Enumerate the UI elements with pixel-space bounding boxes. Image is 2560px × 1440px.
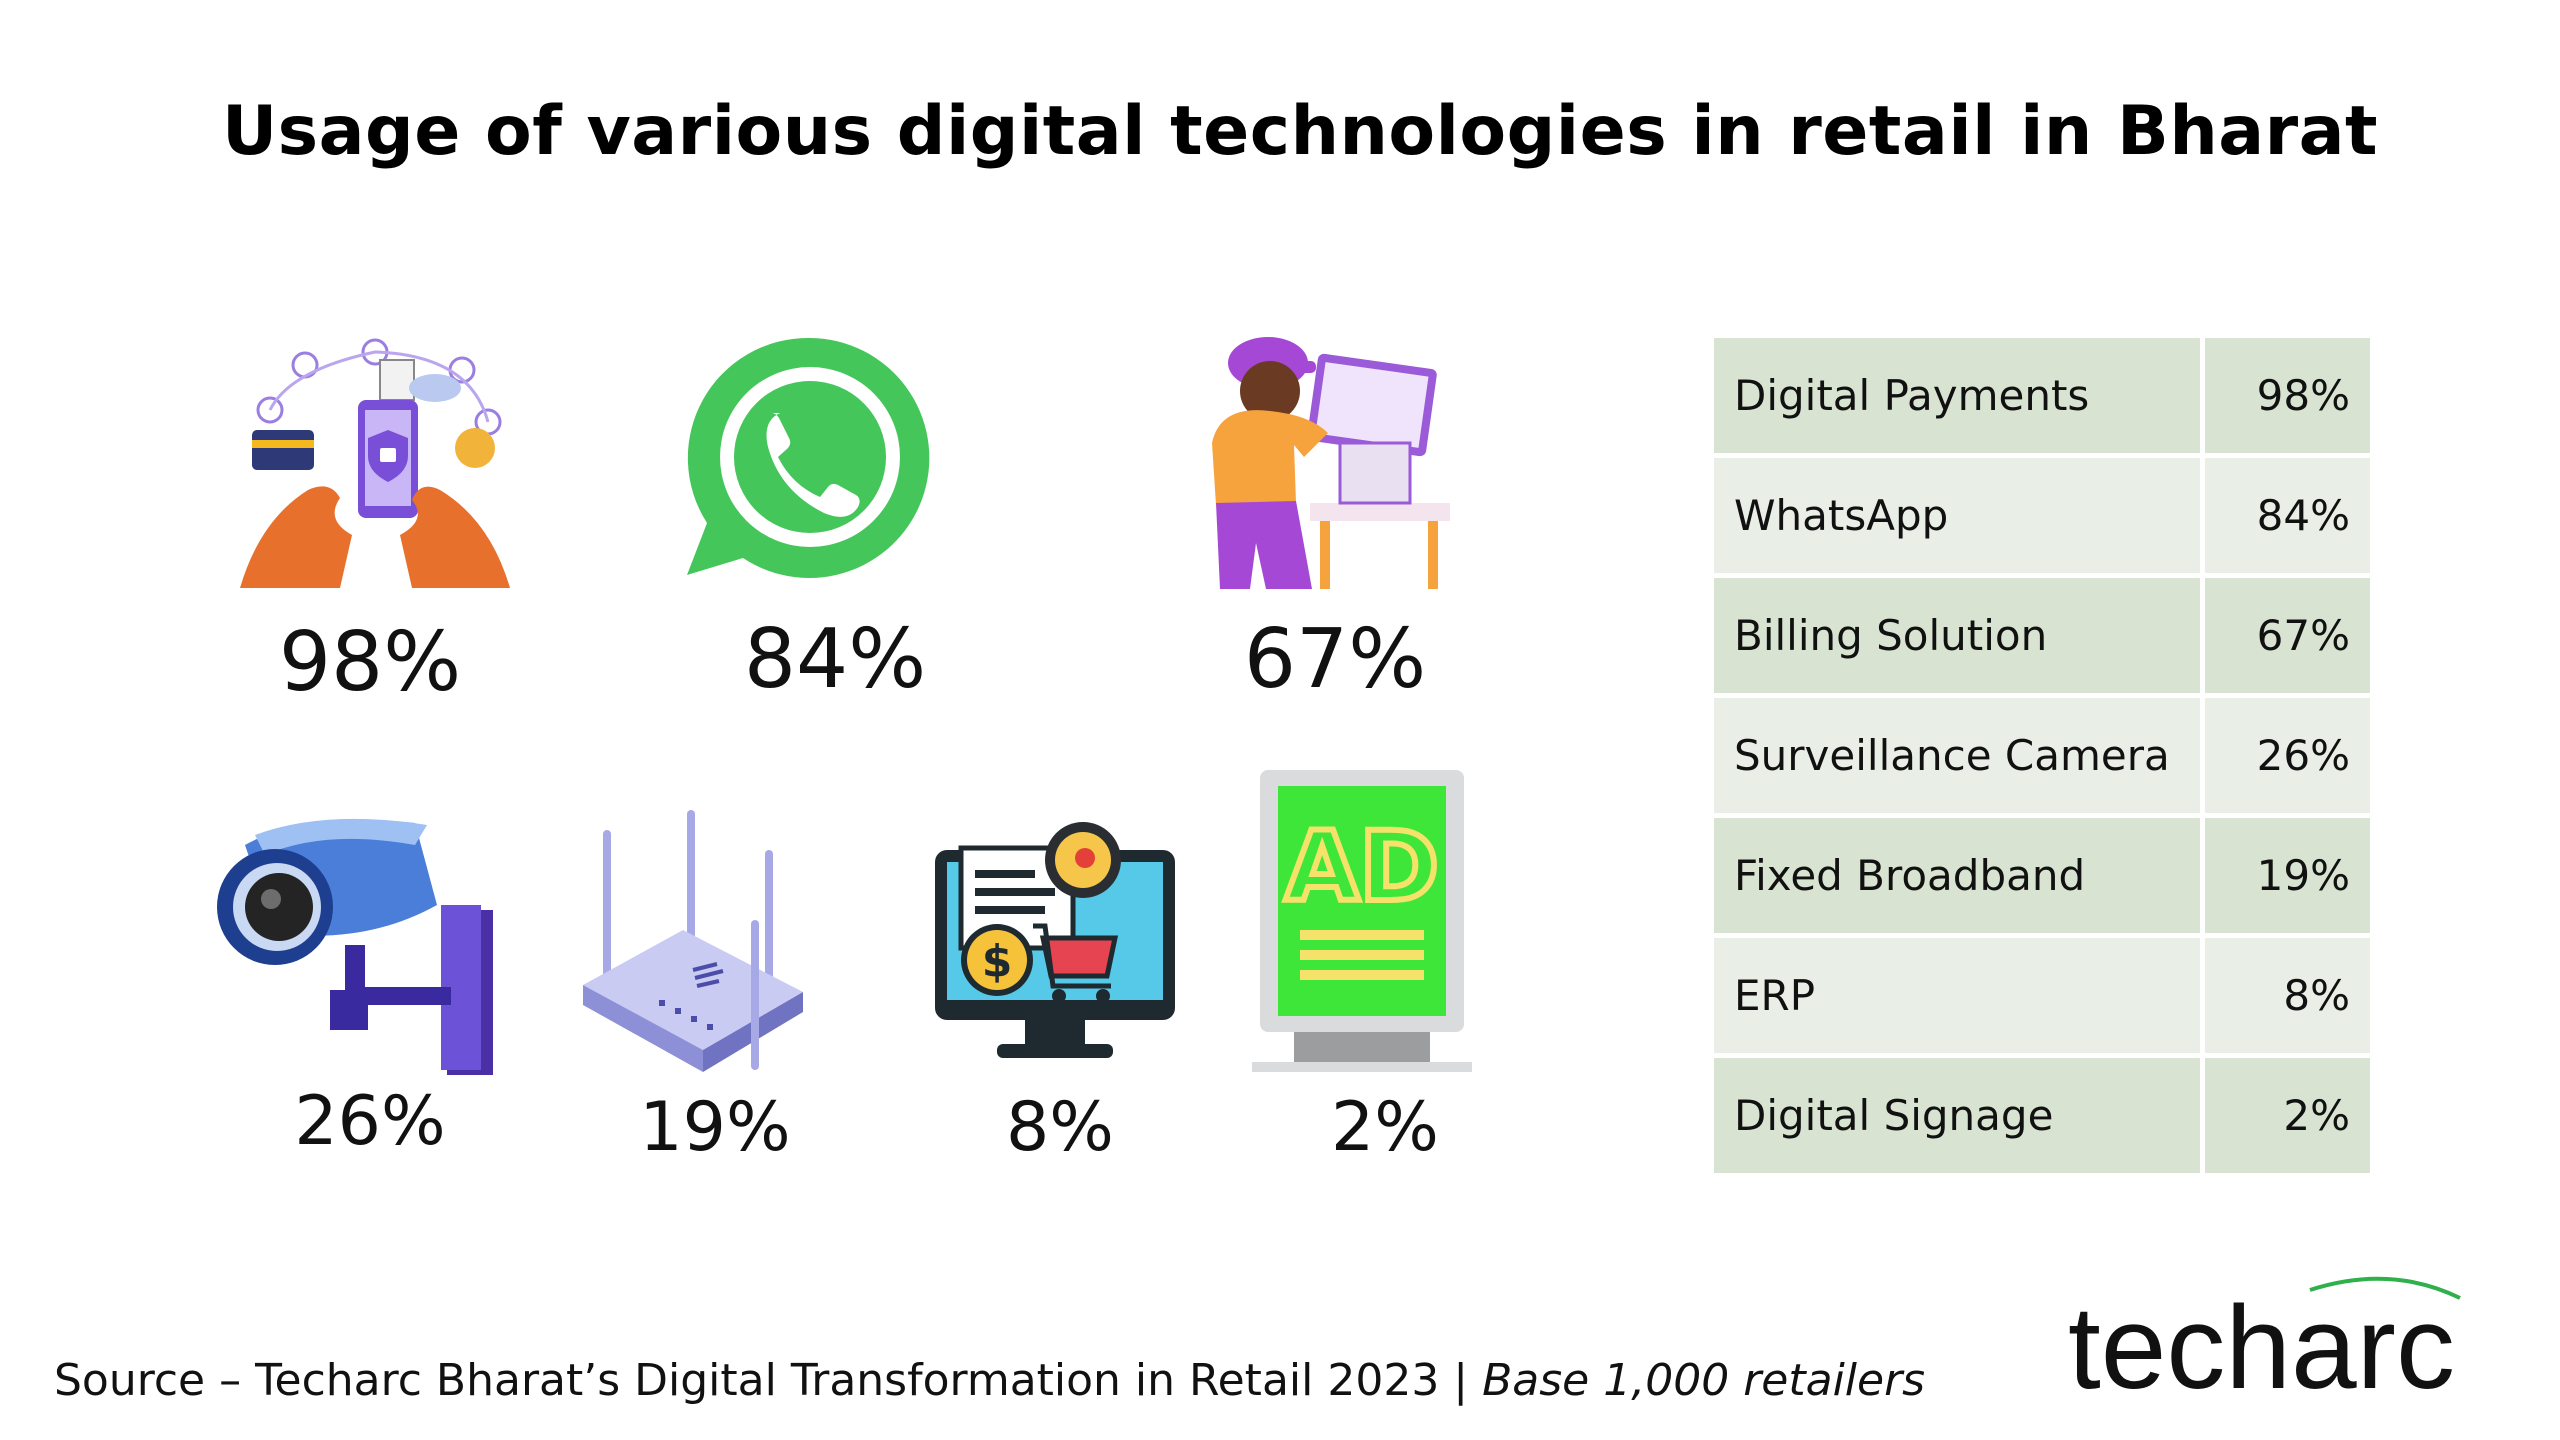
router-icon: [575, 810, 815, 1080]
signage-ad-text: AD: [1285, 811, 1439, 923]
table-label: ERP: [1714, 938, 2205, 1058]
table-row: ERP 8%: [1714, 938, 2370, 1058]
table-label: Digital Signage: [1714, 1058, 2205, 1178]
usage-table: Digital Payments 98% WhatsApp 84% Billing So…: [1714, 338, 2370, 1178]
table-label: WhatsApp: [1714, 458, 2205, 578]
billing-pos-icon: [1200, 333, 1460, 593]
table-row: Digital Signage 2%: [1714, 1058, 2370, 1178]
table-label: Fixed Broadband: [1714, 818, 2205, 938]
table-label: Surveillance Camera: [1714, 698, 2205, 818]
tile-value-billing-solution: 67%: [1243, 612, 1427, 707]
table-label: Billing Solution: [1714, 578, 2205, 698]
tile-value-erp: 8%: [1006, 1088, 1114, 1167]
tile-value-digital-payments: 98%: [278, 615, 462, 710]
table-value: 2%: [2205, 1058, 2370, 1178]
erp-monitor-icon: $: [925, 818, 1185, 1068]
source-text: Source – Techarc Bharat’s Digital Transf…: [54, 1355, 1483, 1406]
techarc-logo: techarc: [2060, 1270, 2480, 1415]
table-value: 67%: [2205, 578, 2370, 698]
svg-text:$: $: [982, 936, 1013, 987]
table-label: Digital Payments: [1714, 338, 2205, 458]
table-value: 8%: [2205, 938, 2370, 1058]
logo-arc: [2309, 1276, 2461, 1300]
page-title: Usage of various digital technologies in…: [221, 92, 2379, 171]
table-row: WhatsApp 84%: [1714, 458, 2370, 578]
source-note: Source – Techarc Bharat’s Digital Transf…: [54, 1355, 1925, 1406]
tile-value-whatsapp: 84%: [743, 612, 927, 707]
tile-value-surveillance-camera: 26%: [294, 1082, 446, 1161]
table-row: Surveillance Camera 26%: [1714, 698, 2370, 818]
whatsapp-icon: [685, 335, 935, 585]
table-value: 98%: [2205, 338, 2370, 458]
tile-value-digital-signage: 2%: [1331, 1088, 1439, 1167]
source-base: Base 1,000 retailers: [1482, 1355, 1926, 1406]
digital-payments-icon: [230, 330, 520, 590]
digital-signage-icon: AD: [1252, 770, 1472, 1075]
table-row: Digital Payments 98%: [1714, 338, 2370, 458]
table-row: Billing Solution 67%: [1714, 578, 2370, 698]
table-value: 19%: [2205, 818, 2370, 938]
table-row: Fixed Broadband 19%: [1714, 818, 2370, 938]
surveillance-camera-icon: [215, 815, 515, 1075]
logo-text: techarc: [2068, 1282, 2455, 1410]
tile-value-fixed-broadband: 19%: [639, 1088, 791, 1167]
table-value: 84%: [2205, 458, 2370, 578]
table-value: 26%: [2205, 698, 2370, 818]
